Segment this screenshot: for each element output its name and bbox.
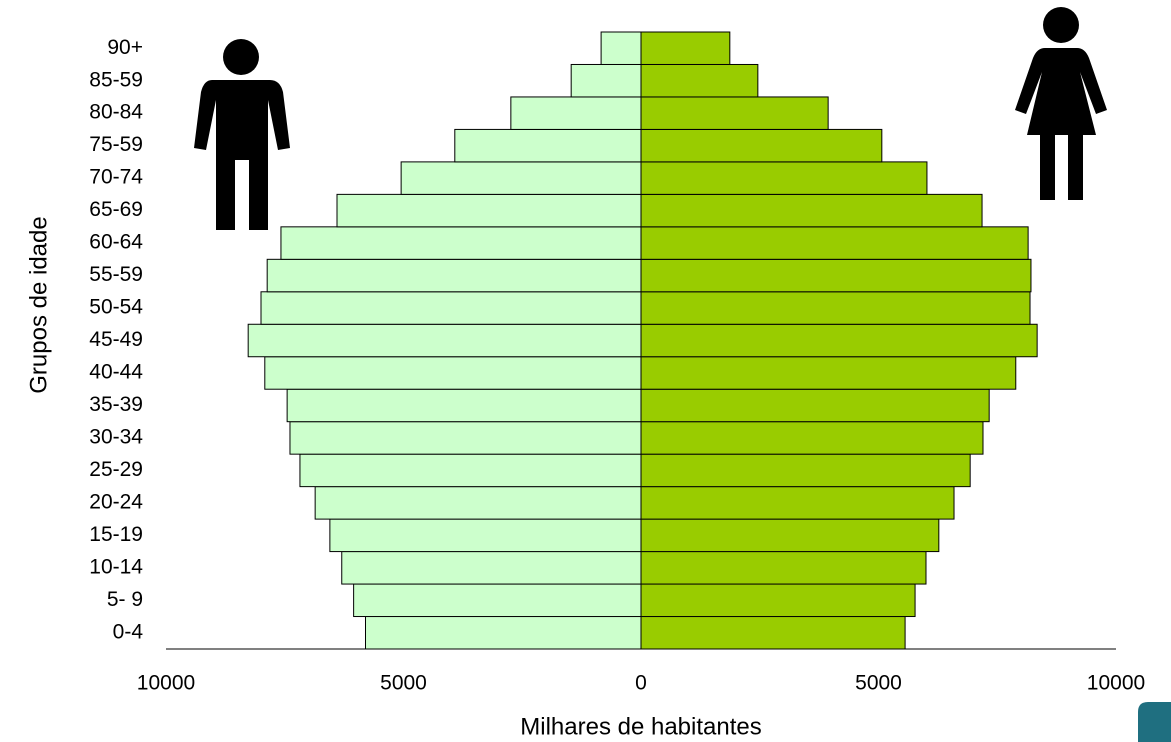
y-tick-label: 65-69 [89,198,143,221]
bar [353,583,642,618]
x-tick-label: 10000 [1087,672,1145,695]
y-tick-label: 40-44 [89,361,143,384]
y-tick-label: 35-39 [89,393,143,416]
y-tick-label: 15-19 [89,523,143,546]
bar [640,551,927,585]
female-icon [1015,7,1107,200]
x-axis-title: Milhares de habitantes [520,713,761,740]
bar [365,616,642,650]
y-tick-label: 50-54 [89,296,143,319]
y-tick-label: 0-4 [113,620,144,643]
bar [341,551,642,585]
bar [289,421,642,455]
x-tick-label: 10000 [137,672,195,695]
bar [640,616,906,650]
bar [640,388,990,423]
bar [280,226,642,260]
bar [329,518,642,553]
bar [640,193,983,228]
bar [640,96,829,130]
bar [264,356,642,390]
bar [640,323,1038,358]
y-tick-label: 30-34 [89,425,143,448]
y-tick-label: 80-84 [89,101,143,124]
bar [640,453,971,488]
bar [600,31,642,65]
bar [640,31,731,65]
y-tick-label: 60-64 [89,231,143,254]
bar [640,291,1031,325]
bar [400,161,642,195]
y-tick-label: 85-59 [89,68,143,91]
bar [266,258,642,293]
bar [640,421,984,455]
y-tick-label: 10-14 [89,555,143,578]
bar [640,258,1032,293]
y-axis-title: Grupos de idade [25,216,52,393]
x-tick-label: 5000 [855,672,902,695]
y-tick-label: 25-29 [89,458,143,481]
y-tick-label: 75-59 [89,133,143,156]
bar [640,128,883,163]
y-tick-label: 70-74 [89,166,143,189]
bar [640,161,928,195]
page-tab [1138,702,1171,742]
bar [314,486,642,520]
bar [260,291,642,325]
y-tick-label: 20-24 [89,490,143,513]
x-tick-label: 0 [635,672,647,695]
bar [299,453,642,488]
male-icon [194,39,290,230]
bar [454,128,642,163]
y-tick-label: 55-59 [89,263,143,286]
x-tick-label: 5000 [380,672,427,695]
bar [640,518,940,553]
bar [247,323,642,358]
y-tick-label: 5- 9 [107,588,143,611]
y-tick-label: 45-49 [89,328,143,351]
bar [640,356,1017,390]
y-tick-label: 90+ [107,36,143,59]
bar [286,388,642,423]
bar [570,63,642,98]
bar [510,96,642,130]
bar [640,63,759,98]
bar [640,583,916,618]
bar [336,193,642,228]
bar [640,226,1029,260]
bar [640,486,955,520]
